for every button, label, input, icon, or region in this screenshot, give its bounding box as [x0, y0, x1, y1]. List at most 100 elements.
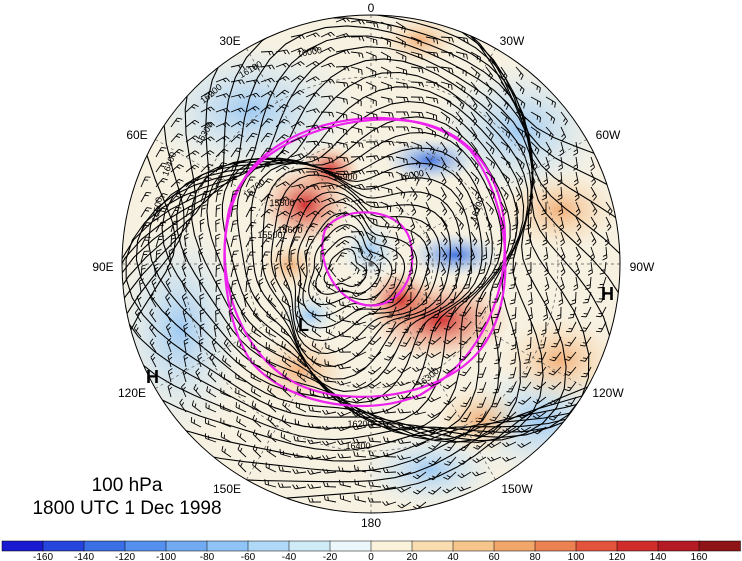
wind-barb — [455, 36, 469, 44]
wind-barb — [138, 278, 145, 293]
wind-barb — [311, 295, 322, 308]
wind-barb — [380, 66, 392, 77]
wind-barb — [290, 105, 305, 113]
wind-barb — [335, 65, 350, 72]
wind-barb — [199, 323, 205, 338]
wind-barb — [230, 279, 238, 293]
wind-barb — [470, 66, 480, 79]
wind-barb — [442, 366, 457, 374]
wind-barb — [311, 325, 322, 338]
wind-barb — [275, 89, 290, 98]
wind-barb — [350, 169, 365, 175]
wind-barb — [595, 306, 607, 318]
wind-barb — [367, 381, 382, 389]
wind-barb — [365, 231, 376, 243]
wind-barb — [521, 366, 532, 378]
wind-barb — [380, 96, 393, 105]
wind-barb — [533, 381, 547, 390]
wind-barb — [500, 141, 511, 154]
wind-barb — [352, 305, 367, 311]
wind-barb — [260, 77, 275, 83]
wind-barb — [221, 445, 232, 458]
wind-barb — [559, 276, 565, 291]
wind-barb — [191, 400, 202, 413]
wind-barb — [365, 141, 380, 147]
wind-barb — [493, 321, 502, 334]
wind-barb — [548, 411, 562, 421]
wind-barb — [428, 336, 442, 345]
jet-contours — [223, 116, 507, 408]
wind-barb — [560, 111, 568, 126]
wind-barb — [508, 261, 517, 274]
wind-barb — [185, 178, 199, 188]
wind-barb — [275, 181, 290, 188]
wind-barb — [568, 306, 577, 319]
wind-barb — [382, 395, 397, 401]
wind-barb — [400, 336, 412, 347]
wind-barb — [368, 450, 382, 458]
height-contour — [308, 224, 393, 306]
wind-barb — [579, 336, 592, 347]
wind-barb — [235, 402, 247, 413]
wind-barb — [560, 261, 566, 276]
wind-barb — [290, 137, 305, 143]
wind-barb — [215, 162, 227, 173]
wind-barb — [337, 426, 352, 432]
wind-barb — [365, 36, 378, 46]
wind-barb — [322, 468, 337, 474]
wind-barb — [371, 276, 382, 288]
wind-barb — [311, 310, 322, 323]
wind-barb — [320, 95, 335, 101]
wind-barb — [485, 66, 493, 81]
wind-barb — [335, 225, 350, 233]
wind-barb — [140, 207, 152, 218]
wind-barb — [387, 291, 397, 304]
wind-barb — [555, 306, 562, 321]
contour-label: 15500 — [257, 230, 282, 240]
wind-barb — [445, 306, 457, 318]
wind-barb — [500, 186, 509, 200]
longitude-label: 150E — [213, 482, 241, 496]
wind-barb — [305, 223, 318, 233]
wind-barb — [320, 111, 335, 118]
wind-barb — [470, 231, 478, 246]
wind-barb — [206, 386, 217, 398]
wind-barb — [476, 396, 487, 408]
wind-barb — [397, 423, 412, 429]
wind-barb — [596, 291, 607, 303]
wind-barb — [368, 291, 382, 301]
wind-barb — [457, 486, 472, 492]
wind-barb — [305, 235, 315, 248]
wind-barb — [412, 351, 427, 359]
wind-barb — [548, 366, 562, 376]
wind-barb — [395, 186, 406, 199]
wind-barb — [410, 216, 416, 231]
wind-barb — [515, 171, 524, 186]
wind-barb — [281, 341, 292, 353]
wind-barb — [573, 156, 579, 171]
wind-barb — [502, 426, 517, 434]
wind-barb — [440, 171, 447, 186]
wind-barb — [496, 231, 502, 246]
wind-barb — [502, 441, 517, 448]
wind-barb — [530, 81, 541, 93]
height-contour — [122, 17, 620, 452]
wind-barb — [368, 336, 382, 346]
wind-barb — [260, 132, 273, 143]
wind-barb — [215, 77, 230, 83]
wind-barb — [150, 353, 157, 368]
wind-barb — [485, 231, 490, 246]
wind-barb — [296, 310, 307, 323]
wind-barb — [500, 126, 511, 139]
wind-barb — [455, 111, 464, 126]
longitude-label: 120W — [592, 386, 624, 400]
wind-barb — [237, 459, 247, 473]
wind-barb — [476, 276, 487, 288]
wind-barb — [322, 481, 337, 488]
wind-barb — [275, 104, 289, 113]
wind-barb — [367, 497, 382, 503]
wind-barb — [170, 233, 177, 248]
wind-barb — [338, 314, 352, 323]
wind-barb — [380, 171, 394, 178]
wind-barb — [309, 388, 322, 398]
